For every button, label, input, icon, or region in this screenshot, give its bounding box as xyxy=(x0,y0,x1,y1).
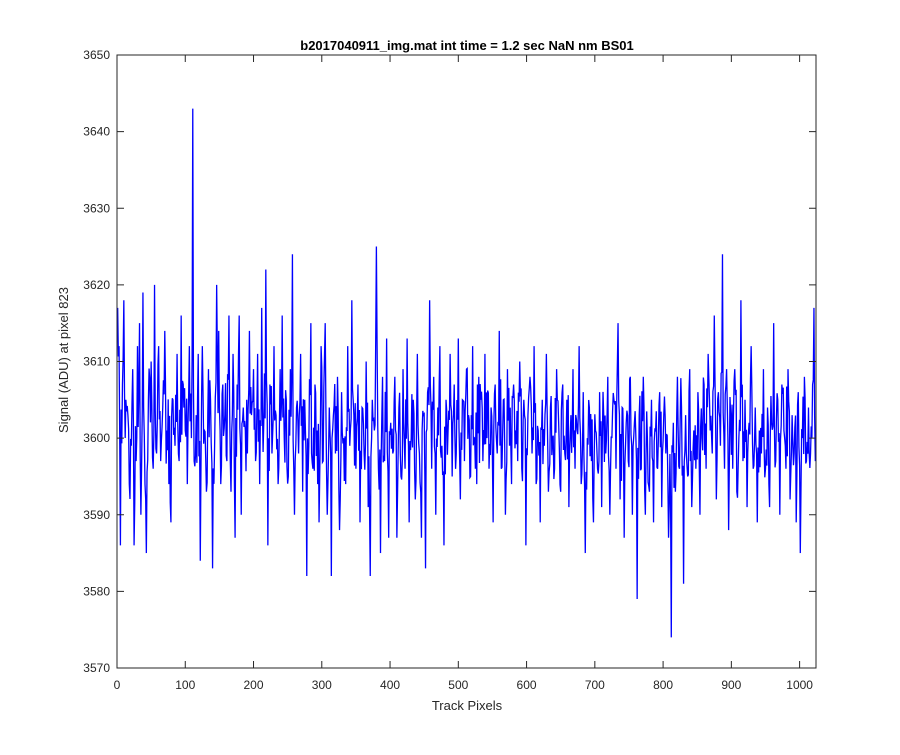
y-tick-label: 3580 xyxy=(83,584,110,598)
y-tick-label: 3610 xyxy=(83,355,110,369)
x-axis: 0 100 200 300 400 500 600 700 800 900 1000 xyxy=(114,55,813,692)
x-tick-label: 800 xyxy=(653,678,673,692)
x-tick-label: 700 xyxy=(585,678,605,692)
x-tick-label: 200 xyxy=(244,678,264,692)
series-line xyxy=(117,108,816,638)
y-tick-label: 3650 xyxy=(83,48,110,62)
y-axis-label: Signal (ADU) at pixel 823 xyxy=(56,287,71,433)
y-tick-label: 3600 xyxy=(83,431,110,445)
y-tick-label: 3570 xyxy=(83,661,110,675)
x-tick-label: 900 xyxy=(721,678,741,692)
y-tick-label: 3590 xyxy=(83,508,110,522)
y-tick-label: 3620 xyxy=(83,278,110,292)
x-tick-label: 0 xyxy=(114,678,121,692)
x-tick-label: 600 xyxy=(517,678,537,692)
x-tick-label: 500 xyxy=(448,678,468,692)
x-tick-label: 1000 xyxy=(786,678,813,692)
x-tick-label: 400 xyxy=(380,678,400,692)
y-tick-label: 3640 xyxy=(83,125,110,139)
y-tick-label: 3630 xyxy=(83,201,110,215)
x-axis-label: Track Pixels xyxy=(432,698,503,713)
y-axis: 3570 3580 3590 3600 3610 3620 3630 3640 3650 xyxy=(83,48,816,675)
x-tick-label: 300 xyxy=(312,678,332,692)
x-tick-label: 100 xyxy=(175,678,195,692)
chart-title: b2017040911_img.mat int time = 1.2 sec N… xyxy=(300,38,633,53)
